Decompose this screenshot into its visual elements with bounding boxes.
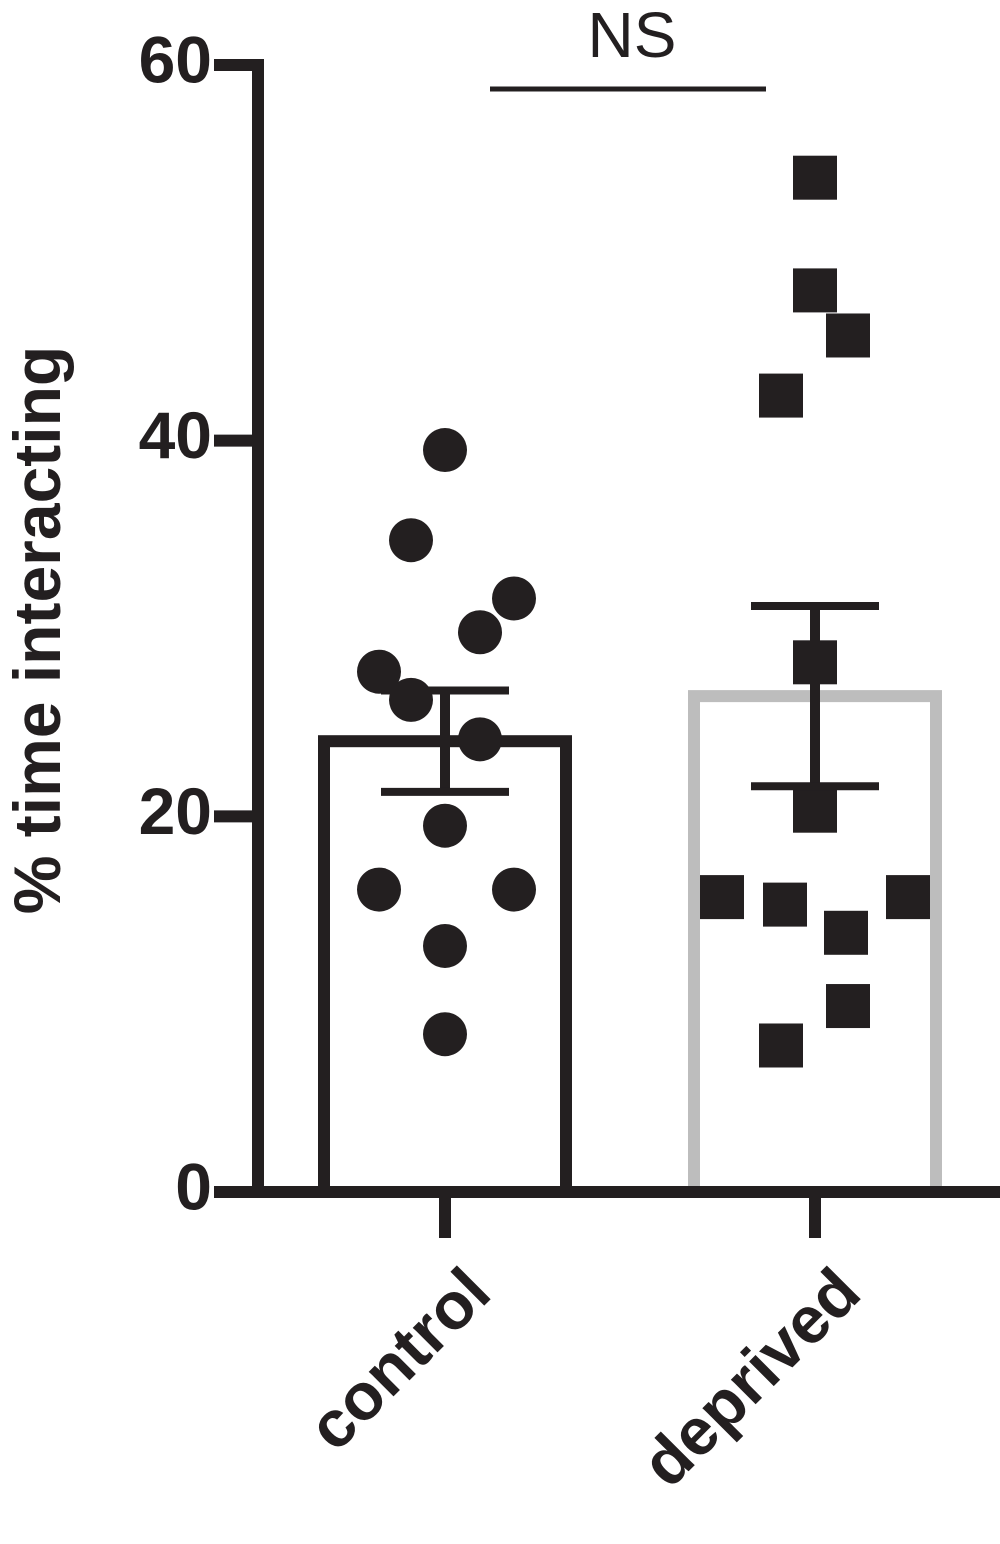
y-tick-label: 40 <box>139 398 212 472</box>
y-tick-label: 20 <box>139 774 212 848</box>
data-point <box>458 717 502 762</box>
data-point <box>793 268 837 313</box>
y-tick-label: 0 <box>175 1149 212 1223</box>
data-point <box>389 518 433 563</box>
y-tick-label: 60 <box>139 22 212 96</box>
y-axis-label: % time interacting <box>0 346 74 914</box>
data-point <box>759 373 803 418</box>
data-point <box>492 867 536 912</box>
data-point <box>423 1012 467 1057</box>
data-point <box>826 313 870 358</box>
data-point <box>763 882 807 927</box>
data-point <box>389 677 433 722</box>
data-point <box>826 984 870 1029</box>
data-point <box>793 788 837 833</box>
x-tick-label: deprived <box>627 1254 874 1501</box>
data-point <box>357 649 401 694</box>
data-point <box>793 155 837 200</box>
x-tick-label: control <box>293 1254 503 1464</box>
data-point <box>700 875 744 920</box>
data-point <box>423 923 467 968</box>
data-point <box>759 1023 803 1068</box>
data-point <box>458 610 502 655</box>
data-point <box>492 576 536 621</box>
data-point <box>357 867 401 912</box>
significance-label: NS <box>588 0 677 71</box>
data-point <box>886 875 930 920</box>
data-point <box>824 910 868 955</box>
data-point <box>423 428 467 473</box>
data-point <box>423 803 467 848</box>
